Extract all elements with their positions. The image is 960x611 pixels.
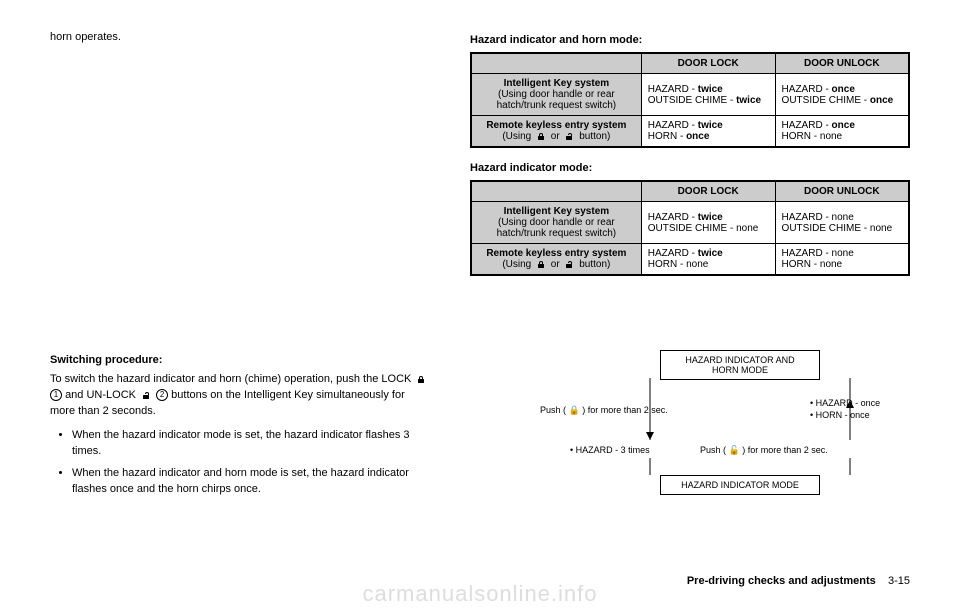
table-row: Intelligent Key system (Using door handl… bbox=[471, 74, 909, 116]
page-footer: Pre-driving checks and adjustments 3-15 bbox=[687, 575, 910, 587]
horn-operates-text: horn operates. bbox=[50, 30, 430, 46]
switching-text-1: To switch the hazard indicator and horn … bbox=[50, 373, 414, 385]
table-row: Intelligent Key system (Using door handl… bbox=[471, 202, 909, 244]
bottom-mode-label: HAZARD INDICATOR MODE bbox=[681, 480, 799, 490]
row-title: Intelligent Key system bbox=[504, 78, 610, 89]
row-subtitle: (Using door handle or rear hatch/trunk r… bbox=[497, 89, 617, 111]
row-subtitle-post: button) bbox=[579, 131, 610, 142]
remote-keyless-label: Remote keyless entry system (Using or bu… bbox=[471, 116, 641, 148]
top-mode-label: HAZARD INDICATOR ANDHORN MODE bbox=[685, 355, 794, 375]
unlock-cell: HAZARD - onceOUTSIDE CHIME - once bbox=[775, 74, 909, 116]
lock-cell: HAZARD - twiceOUTSIDE CHIME - none bbox=[641, 202, 775, 244]
unlock-icon bbox=[564, 131, 574, 141]
top-mode-box: HAZARD INDICATOR ANDHORN MODE bbox=[660, 350, 820, 380]
circled-2-icon: 2 bbox=[156, 389, 168, 401]
row-subtitle-pre: (Using bbox=[502, 259, 534, 270]
switching-text-2: and UN-LOCK bbox=[65, 389, 139, 401]
hazard-horn-mode-title: Hazard indicator and horn mode: bbox=[470, 34, 910, 46]
lock-cell: HAZARD - twiceHORN - none bbox=[641, 244, 775, 276]
switching-procedure-section: Switching procedure: To switch the hazar… bbox=[50, 350, 430, 504]
empty-header bbox=[471, 181, 641, 202]
door-unlock-header: DOOR UNLOCK bbox=[775, 53, 909, 74]
row-title: Remote keyless entry system bbox=[486, 120, 626, 131]
right-column: Hazard indicator and horn mode: DOOR LOC… bbox=[470, 30, 910, 290]
door-lock-header: DOOR LOCK bbox=[641, 53, 775, 74]
table-row: Remote keyless entry system (Using or bu… bbox=[471, 244, 909, 276]
push-unlock-text: Push ( 🔓 ) for more than 2 sec. bbox=[700, 445, 828, 456]
remote-keyless-label: Remote keyless entry system (Using or bu… bbox=[471, 244, 641, 276]
unlock-icon bbox=[564, 259, 574, 269]
empty-header bbox=[471, 53, 641, 74]
result-hazard-3times: • HAZARD - 3 times bbox=[570, 445, 650, 455]
unlock-cell: HAZARD - noneOUTSIDE CHIME - none bbox=[775, 202, 909, 244]
unlock-cell: HAZARD - noneHORN - none bbox=[775, 244, 909, 276]
row-title: Remote keyless entry system bbox=[486, 248, 626, 259]
push-lock-text: Push ( 🔒 ) for more than 2 sec. bbox=[540, 405, 668, 416]
page-content: horn operates. Hazard indicator and horn… bbox=[50, 30, 910, 290]
hazard-indicator-table: DOOR LOCK DOOR UNLOCK Intelligent Key sy… bbox=[470, 180, 910, 276]
door-lock-header: DOOR LOCK bbox=[641, 181, 775, 202]
table-header-row: DOOR LOCK DOOR UNLOCK bbox=[471, 53, 909, 74]
row-subtitle-pre: (Using bbox=[502, 131, 534, 142]
result-horn-once: • HORN - once bbox=[810, 410, 870, 420]
lock-icon bbox=[416, 374, 426, 384]
door-unlock-header: DOOR UNLOCK bbox=[775, 181, 909, 202]
row-subtitle: (Using door handle or rear hatch/trunk r… bbox=[497, 217, 617, 239]
row-title: Intelligent Key system bbox=[504, 206, 610, 217]
switching-body: To switch the hazard indicator and horn … bbox=[50, 372, 430, 420]
intelligent-key-label: Intelligent Key system (Using door handl… bbox=[471, 202, 641, 244]
footer-page: 3-15 bbox=[888, 575, 910, 587]
left-column: horn operates. bbox=[50, 30, 430, 290]
hazard-horn-table: DOOR LOCK DOOR UNLOCK Intelligent Key sy… bbox=[470, 52, 910, 148]
lock-icon bbox=[536, 259, 546, 269]
unlock-cell: HAZARD - onceHORN - none bbox=[775, 116, 909, 148]
footer-section: Pre-driving checks and adjustments bbox=[687, 575, 876, 587]
hazard-indicator-mode-title: Hazard indicator mode: bbox=[470, 162, 910, 174]
table-header-row: DOOR LOCK DOOR UNLOCK bbox=[471, 181, 909, 202]
lock-cell: HAZARD - twiceOUTSIDE CHIME - twice bbox=[641, 74, 775, 116]
table-row: Remote keyless entry system (Using or bu… bbox=[471, 116, 909, 148]
circled-1-icon: 1 bbox=[50, 389, 62, 401]
lock-icon bbox=[536, 131, 546, 141]
switching-title: Switching procedure: bbox=[50, 354, 430, 366]
bullet-item: When the hazard indicator and horn mode … bbox=[72, 466, 430, 498]
row-subtitle-post: button) bbox=[579, 259, 610, 270]
unlock-icon bbox=[141, 390, 151, 400]
mode-switch-diagram: HAZARD INDICATOR ANDHORN MODE Push ( 🔒 )… bbox=[570, 350, 910, 500]
bullet-item: When the hazard indicator mode is set, t… bbox=[72, 428, 430, 460]
intelligent-key-label: Intelligent Key system (Using door handl… bbox=[471, 74, 641, 116]
switching-bullets: When the hazard indicator mode is set, t… bbox=[50, 428, 430, 498]
result-hazard-once: • HAZARD - once bbox=[810, 398, 880, 408]
bottom-mode-box: HAZARD INDICATOR MODE bbox=[660, 475, 820, 495]
lock-cell: HAZARD - twiceHORN - once bbox=[641, 116, 775, 148]
